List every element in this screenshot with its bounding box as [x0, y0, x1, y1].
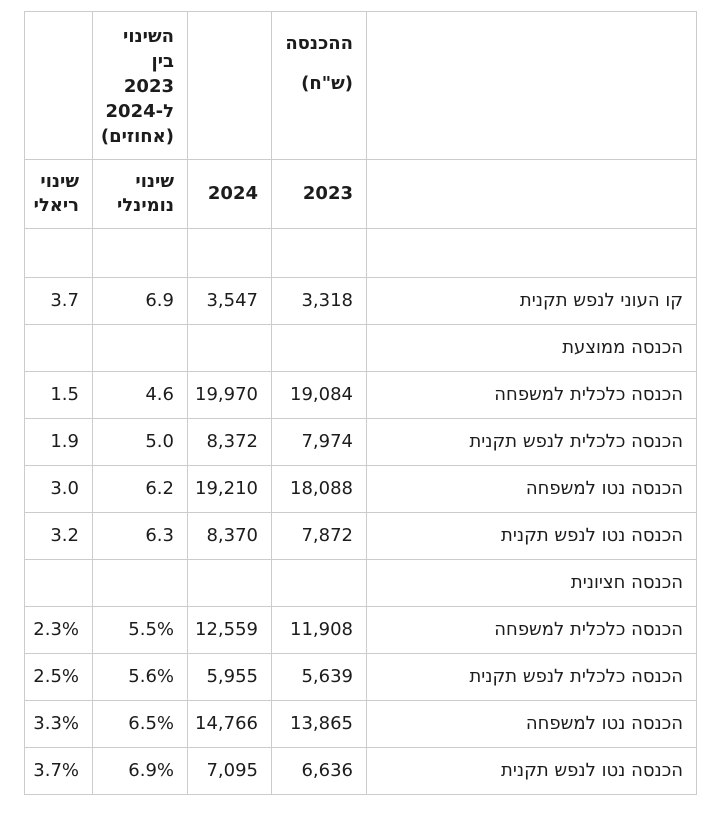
header-empty-real: [24, 11, 93, 160]
cell-label: הכנסה כלכלית לנפש תקנית: [366, 418, 697, 466]
cell-nominal-change: [92, 559, 188, 607]
cell-nominal-change: 5.0: [92, 418, 188, 466]
cell-nominal-change: 6.2: [92, 465, 188, 513]
cell-2023: [271, 324, 367, 372]
cell-label: הכנסה נטו לנפש תקנית: [366, 512, 697, 560]
table-row-poverty-line: קו העוני לנפש תקנית 3,318 3,547 6.9 3.7: [24, 277, 697, 325]
header-col-2024: 2024: [187, 159, 272, 229]
table-row: הכנסה כלכלית למשפחה 11,908 12,559 5.5% 2…: [24, 606, 697, 654]
cell-2024: [187, 228, 272, 278]
cell-label: הכנסה כלכלית למשפחה: [366, 606, 697, 654]
cell-2024: 14,766: [187, 700, 272, 748]
cell-nominal-change: [92, 228, 188, 278]
cell-nominal-change: 5.6%: [92, 653, 188, 701]
cell-nominal-change: 6.9: [92, 277, 188, 325]
cell-real-change: 3.2: [24, 512, 93, 560]
table-row-section-median-income: הכנסה חציונית: [24, 559, 697, 607]
header-col-real-change: שינוי ריאלי: [24, 159, 93, 229]
cell-2024: 5,955: [187, 653, 272, 701]
cell-nominal-change: [92, 324, 188, 372]
header-empty-label: [366, 11, 697, 160]
cell-real-change: 2.5%: [24, 653, 93, 701]
cell-label: הכנסה ממוצעת: [366, 324, 697, 372]
cell-2023: 7,872: [271, 512, 367, 560]
table-header: ההכנסה (ש"ח) השינוי בין 2023 ל-2024 (אחו…: [24, 11, 697, 229]
table-row-section-average-income: הכנסה ממוצעת: [24, 324, 697, 372]
cell-label: הכנסה נטו למשפחה: [366, 700, 697, 748]
cell-real-change: [24, 324, 93, 372]
cell-2024: 8,370: [187, 512, 272, 560]
cell-2023: 13,865: [271, 700, 367, 748]
cell-real-change: 3.7: [24, 277, 93, 325]
income-comparison-table: ההכנסה (ש"ח) השינוי בין 2023 ל-2024 (אחו…: [24, 11, 697, 795]
table-row: הכנסה כלכלית לנפש תקנית 5,639 5,955 5.6%…: [24, 653, 697, 701]
cell-nominal-change: 6.3: [92, 512, 188, 560]
cell-2024: 7,095: [187, 747, 272, 795]
table-row-spacer: [24, 228, 697, 278]
cell-nominal-change: 6.9%: [92, 747, 188, 795]
cell-label: הכנסה נטו למשפחה: [366, 465, 697, 513]
header-change-group: השינוי בין 2023 ל-2024 (אחוזים): [92, 11, 188, 160]
cell-2024: 19,970: [187, 371, 272, 419]
cell-2023: 5,639: [271, 653, 367, 701]
header-col-2023: 2023: [271, 159, 367, 229]
header-income-group: ההכנסה (ש"ח): [271, 11, 367, 160]
cell-2024: 12,559: [187, 606, 272, 654]
cell-2023: 19,084: [271, 371, 367, 419]
cell-nominal-change: 6.5%: [92, 700, 188, 748]
header-empty-label-2: [366, 159, 697, 229]
header-row-columns: 2023 2024 שינוי נומינלי שינוי ריאלי: [24, 159, 697, 229]
table-row: הכנסה נטו למשפחה 18,088 19,210 6.2 3.0: [24, 465, 697, 513]
cell-2024: 8,372: [187, 418, 272, 466]
cell-nominal-change: 5.5%: [92, 606, 188, 654]
table-row: הכנסה נטו לנפש תקנית 6,636 7,095 6.9% 3.…: [24, 747, 697, 795]
cell-real-change: 3.3%: [24, 700, 93, 748]
cell-2024: 19,210: [187, 465, 272, 513]
cell-2023: 6,636: [271, 747, 367, 795]
cell-label: הכנסה חציונית: [366, 559, 697, 607]
table-row: הכנסה כלכלית למשפחה 19,084 19,970 4.6 1.…: [24, 371, 697, 419]
cell-real-change: [24, 228, 93, 278]
cell-label: קו העוני לנפש תקנית: [366, 277, 697, 325]
page: ההכנסה (ש"ח) השינוי בין 2023 ל-2024 (אחו…: [24, 11, 697, 795]
cell-2023: 7,974: [271, 418, 367, 466]
cell-2024: [187, 559, 272, 607]
cell-label: הכנסה נטו לנפש תקנית: [366, 747, 697, 795]
cell-real-change: 3.0: [24, 465, 93, 513]
cell-real-change: 1.5: [24, 371, 93, 419]
cell-2023: 11,908: [271, 606, 367, 654]
header-empty-2024: [187, 11, 272, 160]
cell-2023: [271, 228, 367, 278]
cell-2023: 3,318: [271, 277, 367, 325]
cell-real-change: 2.3%: [24, 606, 93, 654]
cell-2023: 18,088: [271, 465, 367, 513]
cell-2024: [187, 324, 272, 372]
table-row: הכנסה נטו לנפש תקנית 7,872 8,370 6.3 3.2: [24, 512, 697, 560]
cell-real-change: [24, 559, 93, 607]
header-col-nominal-change: שינוי נומינלי: [92, 159, 188, 229]
header-row-groups: ההכנסה (ש"ח) השינוי בין 2023 ל-2024 (אחו…: [24, 11, 697, 160]
cell-2024: 3,547: [187, 277, 272, 325]
cell-label: הכנסה כלכלית לנפש תקנית: [366, 653, 697, 701]
table-row: הכנסה כלכלית לנפש תקנית 7,974 8,372 5.0 …: [24, 418, 697, 466]
table-row: הכנסה נטו למשפחה 13,865 14,766 6.5% 3.3%: [24, 700, 697, 748]
cell-nominal-change: 4.6: [92, 371, 188, 419]
cell-2023: [271, 559, 367, 607]
cell-label: [366, 228, 697, 278]
cell-real-change: 3.7%: [24, 747, 93, 795]
cell-label: הכנסה כלכלית למשפחה: [366, 371, 697, 419]
cell-real-change: 1.9: [24, 418, 93, 466]
table-body: קו העוני לנפש תקנית 3,318 3,547 6.9 3.7 …: [24, 228, 697, 795]
